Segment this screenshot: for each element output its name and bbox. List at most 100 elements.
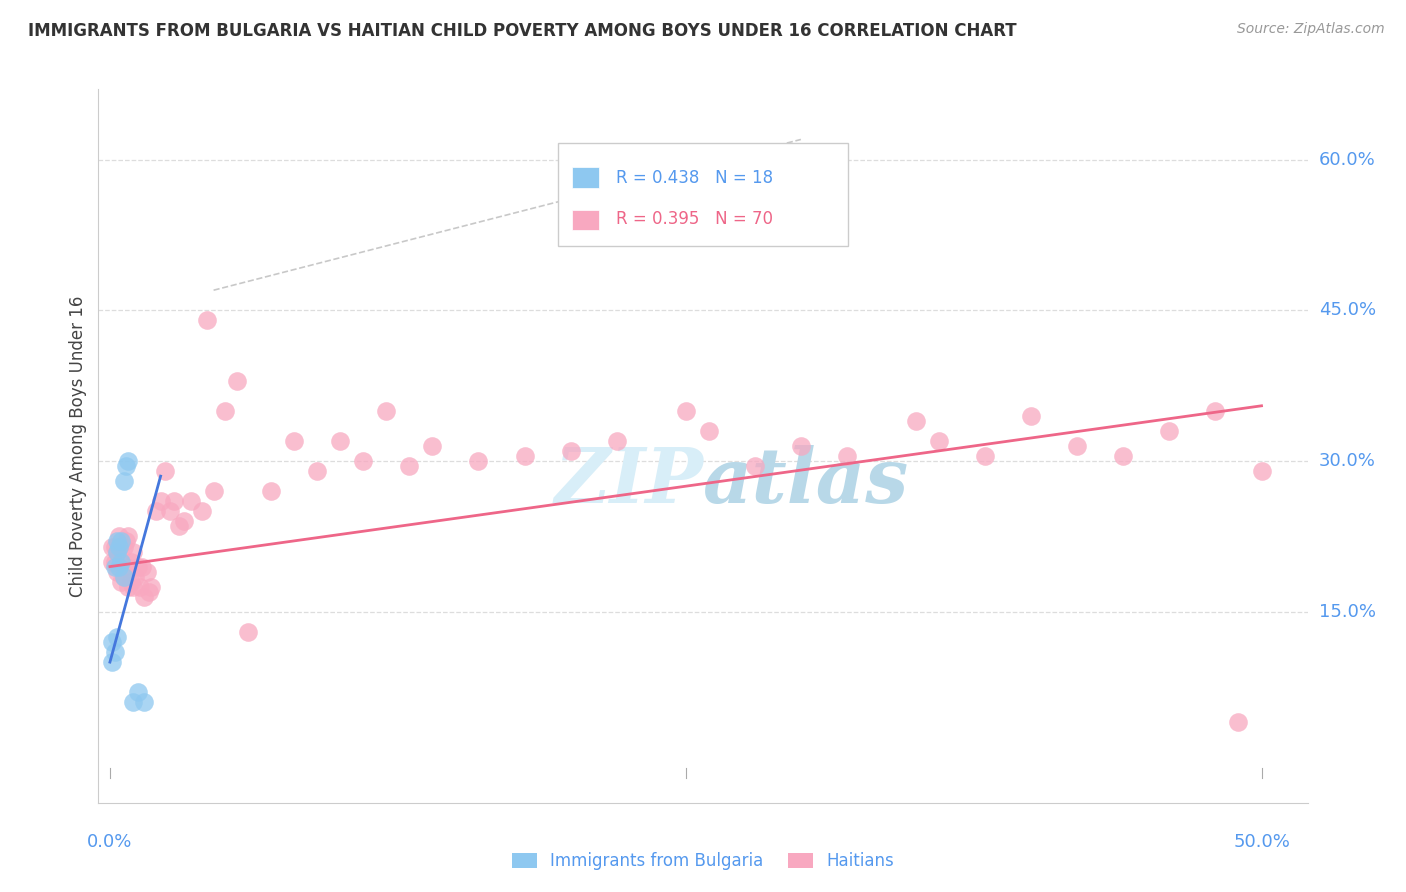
Point	[120, 574, 142, 589]
Point	[159, 504, 181, 518]
Point	[202, 484, 225, 499]
Point	[117, 529, 139, 543]
Point	[974, 449, 997, 463]
Point	[283, 434, 305, 448]
Text: R = 0.395   N = 70: R = 0.395 N = 70	[616, 211, 773, 228]
Text: 15.0%: 15.0%	[1319, 603, 1375, 621]
Point	[214, 404, 236, 418]
Point	[135, 565, 157, 579]
Point	[329, 434, 352, 448]
Point	[260, 484, 283, 499]
Point	[675, 404, 697, 418]
Point	[1112, 449, 1135, 463]
Point	[1159, 424, 1181, 438]
Text: ZIP: ZIP	[554, 445, 703, 518]
Point	[108, 540, 131, 554]
Point	[513, 449, 536, 463]
Point	[108, 559, 131, 574]
FancyBboxPatch shape	[572, 168, 599, 187]
Point	[138, 584, 160, 599]
Point	[398, 459, 420, 474]
Point	[127, 559, 149, 574]
Point	[606, 434, 628, 448]
Point	[375, 404, 398, 418]
Point	[928, 434, 950, 448]
Text: Source: ZipAtlas.com: Source: ZipAtlas.com	[1237, 22, 1385, 37]
Text: 30.0%: 30.0%	[1319, 452, 1375, 470]
Point	[108, 540, 131, 554]
Point	[131, 559, 153, 574]
Legend: Immigrants from Bulgaria, Haitians: Immigrants from Bulgaria, Haitians	[505, 846, 901, 877]
Point	[1227, 715, 1250, 730]
FancyBboxPatch shape	[558, 143, 848, 246]
Point	[744, 459, 766, 474]
Point	[103, 540, 125, 554]
Point	[1066, 439, 1088, 453]
Point	[163, 494, 186, 508]
Point	[112, 540, 135, 554]
Point	[167, 519, 190, 533]
Point	[905, 414, 928, 428]
Point	[1204, 404, 1226, 418]
Point	[195, 313, 218, 327]
Point	[422, 439, 444, 453]
Point	[112, 569, 135, 583]
Point	[124, 569, 146, 583]
Point	[108, 529, 131, 543]
FancyBboxPatch shape	[572, 211, 599, 230]
Point	[180, 494, 202, 508]
Text: 45.0%: 45.0%	[1319, 301, 1376, 319]
Point	[352, 454, 374, 468]
Y-axis label: Child Poverty Among Boys Under 16: Child Poverty Among Boys Under 16	[69, 295, 87, 597]
Point	[105, 544, 128, 558]
Point	[122, 580, 145, 594]
Point	[110, 574, 132, 589]
Point	[115, 559, 138, 574]
Point	[122, 695, 145, 709]
Point	[103, 645, 125, 659]
Point	[110, 534, 132, 549]
Point	[108, 559, 131, 574]
Point	[560, 444, 582, 458]
Point	[134, 590, 156, 604]
Text: atlas: atlas	[703, 445, 910, 518]
Point	[835, 449, 858, 463]
Point	[1019, 409, 1042, 423]
Point	[115, 459, 138, 474]
Point	[112, 474, 135, 488]
Point	[1250, 464, 1272, 478]
Text: IMMIGRANTS FROM BULGARIA VS HAITIAN CHILD POVERTY AMONG BOYS UNDER 16 CORRELATIO: IMMIGRANTS FROM BULGARIA VS HAITIAN CHIL…	[28, 22, 1017, 40]
Point	[307, 464, 329, 478]
Point	[105, 544, 128, 558]
Point	[155, 464, 177, 478]
Point	[120, 555, 142, 569]
Point	[101, 540, 124, 554]
Point	[110, 555, 132, 569]
Point	[103, 559, 125, 574]
Point	[117, 454, 139, 468]
Point	[122, 544, 145, 558]
Point	[105, 565, 128, 579]
Point	[110, 555, 132, 569]
Point	[225, 374, 247, 388]
Point	[173, 515, 195, 529]
Point	[103, 555, 125, 569]
Point	[101, 555, 124, 569]
Point	[145, 504, 167, 518]
Point	[101, 635, 124, 649]
Point	[149, 494, 172, 508]
Point	[697, 424, 720, 438]
Text: R = 0.438   N = 18: R = 0.438 N = 18	[616, 169, 773, 187]
Point	[105, 630, 128, 644]
Point	[112, 569, 135, 583]
Point	[105, 534, 128, 549]
Point	[115, 534, 138, 549]
Text: 60.0%: 60.0%	[1319, 151, 1375, 169]
Point	[127, 685, 149, 699]
Point	[467, 454, 489, 468]
Point	[101, 655, 124, 669]
Point	[236, 624, 259, 639]
Text: 50.0%: 50.0%	[1233, 833, 1289, 851]
Point	[790, 439, 813, 453]
Point	[117, 580, 139, 594]
